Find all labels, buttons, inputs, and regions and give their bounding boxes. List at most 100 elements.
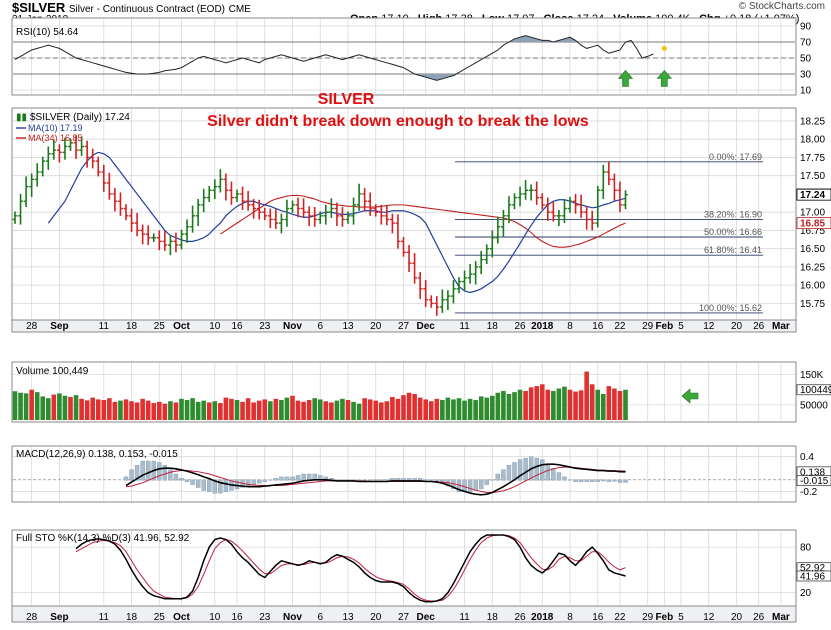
volume-bar [12,391,18,420]
volume-bar [273,398,279,420]
x-tick-label: 5 [678,612,684,623]
price-bar [68,138,73,151]
price-bar [395,214,401,249]
price-bar [517,186,523,207]
rsi-line [14,35,654,81]
y-tick-label: 150K [800,370,824,381]
price-bar [462,270,467,291]
macd-histogram-bar [417,478,423,481]
panel-frame [11,445,797,503]
symbol-title: $SILVER Silver - Continuous Contract (EO… [12,0,251,15]
fibonacci-label: 61.80%: 16.41 [704,245,762,255]
x-tick-label: Nov [283,321,302,332]
macd-histogram-bar [495,473,501,481]
x-tick-label: 2018 [531,612,554,623]
x-tick-label: 6 [317,321,323,332]
price-bar [456,277,462,294]
macd-histogram-bar [562,476,567,481]
volume-bar [362,398,367,420]
price-bar [295,197,301,218]
price-bar [162,231,168,251]
macd-histogram-bar [517,459,523,481]
macd-histogram-bar [506,465,512,481]
price-bar [367,192,373,216]
price-bar [428,295,434,308]
price-bar [51,139,57,160]
volume-bar [401,395,406,420]
volume-bar [573,391,578,420]
x-tick-label: Feb [655,321,673,332]
volume-bar [290,395,295,420]
price-bar [434,296,440,316]
macd-histogram-bar [467,479,473,493]
volume-bar [79,398,84,420]
x-tick-label: Mar [772,612,790,623]
volume-bar [190,398,195,420]
volume-bar [423,399,428,420]
price-bar [190,205,195,233]
x-tick-label: 16 [231,321,243,332]
price-bar [334,202,340,227]
volume-bar [284,397,290,420]
macd-histogram-bar [484,479,489,485]
volume-bar [95,399,101,420]
price-bar [223,173,229,201]
price-bar [18,193,23,225]
y-tick-label: 17.75 [800,153,825,164]
price-bar [217,169,223,193]
price-bar [79,136,84,156]
value-tag [796,475,831,487]
y-tick-label: 18.00 [800,135,825,146]
volume-bar [162,403,168,420]
price-bar [101,164,107,192]
volume-bar [73,395,79,420]
price-bar [212,179,218,200]
y-tick-label: 50000 [800,400,828,411]
volume-bar [223,397,229,420]
macd-histogram-bar [501,469,506,481]
volume-bar [262,399,268,420]
value-tag [796,384,831,396]
volume-bar [229,398,234,420]
price-bar [584,206,590,230]
volume-bar [523,390,528,420]
price-bar [317,211,323,224]
price-bar [195,199,201,227]
volume-bar [129,401,134,420]
price-bar [168,235,173,256]
volume-bar [606,386,612,420]
volume-bar [556,388,562,420]
price-bar [29,173,35,197]
volume-bar [340,398,345,420]
volume-bar [462,400,467,420]
volume-bar [234,400,240,420]
x-tick-label: 28 [26,612,38,623]
price-bar [340,207,345,227]
volume-bar [218,403,223,420]
macd-histogram-bar [612,479,617,482]
volume-title: Volume 100,449 [16,366,89,377]
macd-histogram-bar [301,473,306,481]
macd-histogram-bar [162,465,168,481]
x-tick-label: 13 [342,321,354,332]
price-bar [179,229,184,250]
price-bar [623,190,628,210]
macd-histogram-bar [545,463,550,481]
x-tick-label: 20 [731,321,743,332]
price-bar [256,199,262,220]
macd-histogram-bar [207,479,212,493]
macd-histogram-bar [201,479,206,491]
macd-histogram-bar [512,462,517,481]
price-bar [57,144,62,163]
macd-histogram-bar [584,479,589,482]
price-bar [362,188,368,212]
volume-bar [118,400,123,420]
price-title: $SILVER (Daily) 17.24 [30,112,130,123]
price-bar [423,280,429,308]
x-tick-label: 20 [370,321,382,332]
price-bar [578,194,584,219]
x-tick-label: 10 [209,321,221,332]
x-tick-label: 22 [614,612,626,623]
y-tick-label: 15.75 [800,299,825,310]
